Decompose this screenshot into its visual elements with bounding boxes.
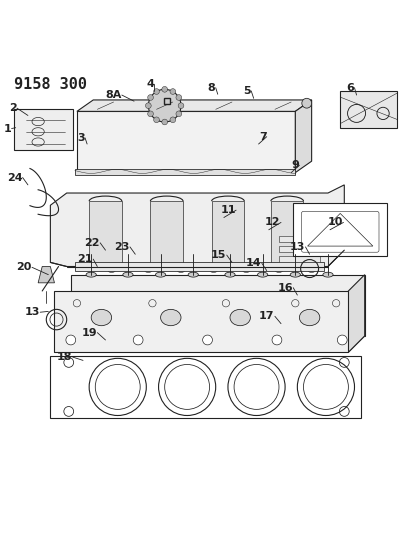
Polygon shape <box>14 109 73 150</box>
Polygon shape <box>222 246 242 259</box>
Text: 6: 6 <box>346 83 354 93</box>
Circle shape <box>133 335 143 345</box>
Text: 11: 11 <box>220 205 236 215</box>
Text: 19: 19 <box>81 328 97 337</box>
Polygon shape <box>55 336 365 352</box>
Polygon shape <box>38 266 55 283</box>
Ellipse shape <box>188 272 199 277</box>
Ellipse shape <box>177 269 185 272</box>
Text: 14: 14 <box>246 258 261 268</box>
Text: 9158 300: 9158 300 <box>14 77 87 92</box>
Polygon shape <box>51 185 344 266</box>
Polygon shape <box>89 201 122 266</box>
Ellipse shape <box>230 309 250 326</box>
Circle shape <box>176 95 182 100</box>
Ellipse shape <box>91 309 112 326</box>
Circle shape <box>148 111 153 117</box>
Text: 12: 12 <box>265 217 281 228</box>
Text: 22: 22 <box>84 238 100 248</box>
Polygon shape <box>296 100 312 173</box>
Polygon shape <box>150 201 183 266</box>
Ellipse shape <box>210 269 217 272</box>
Text: 17: 17 <box>259 311 275 321</box>
Ellipse shape <box>86 272 96 277</box>
Polygon shape <box>71 274 365 336</box>
Ellipse shape <box>225 272 235 277</box>
Text: 23: 23 <box>114 242 129 252</box>
Polygon shape <box>279 246 320 252</box>
Circle shape <box>154 117 159 123</box>
Text: 4: 4 <box>146 78 154 88</box>
Polygon shape <box>146 246 167 259</box>
Text: 13: 13 <box>290 242 305 252</box>
Text: 2: 2 <box>9 103 17 113</box>
Ellipse shape <box>145 269 152 272</box>
Ellipse shape <box>290 272 300 277</box>
Polygon shape <box>271 201 303 266</box>
Text: 20: 20 <box>16 262 32 272</box>
Polygon shape <box>183 246 203 259</box>
Ellipse shape <box>161 309 181 326</box>
Circle shape <box>302 98 312 108</box>
Ellipse shape <box>123 272 133 277</box>
Polygon shape <box>259 246 279 259</box>
Ellipse shape <box>258 272 268 277</box>
Polygon shape <box>212 201 244 266</box>
Text: 5: 5 <box>243 86 251 96</box>
Text: 13: 13 <box>24 307 40 317</box>
Circle shape <box>203 335 212 345</box>
Polygon shape <box>349 274 365 352</box>
Polygon shape <box>77 100 312 111</box>
Polygon shape <box>279 236 320 242</box>
Circle shape <box>176 111 182 117</box>
Polygon shape <box>110 246 130 259</box>
Text: 7: 7 <box>259 132 266 142</box>
Circle shape <box>148 90 181 122</box>
Circle shape <box>162 119 168 125</box>
Text: 8: 8 <box>208 83 215 93</box>
Text: 9: 9 <box>291 160 299 170</box>
Circle shape <box>145 103 151 109</box>
FancyBboxPatch shape <box>293 203 387 256</box>
Ellipse shape <box>323 272 333 277</box>
Ellipse shape <box>242 269 250 272</box>
Text: 16: 16 <box>277 282 293 293</box>
Polygon shape <box>279 256 320 262</box>
Polygon shape <box>77 111 296 173</box>
Ellipse shape <box>155 272 166 277</box>
Circle shape <box>178 103 184 109</box>
Circle shape <box>170 117 175 123</box>
Text: 10: 10 <box>328 217 343 228</box>
Circle shape <box>66 335 76 345</box>
Ellipse shape <box>299 309 320 326</box>
Ellipse shape <box>308 269 315 272</box>
Polygon shape <box>75 262 324 271</box>
Ellipse shape <box>108 269 115 272</box>
Text: 1: 1 <box>4 124 12 134</box>
Text: 21: 21 <box>77 254 93 264</box>
Circle shape <box>162 86 168 92</box>
Polygon shape <box>75 168 296 175</box>
Text: 15: 15 <box>211 250 226 260</box>
Circle shape <box>170 88 175 94</box>
Polygon shape <box>55 291 349 352</box>
Circle shape <box>154 88 159 94</box>
Ellipse shape <box>275 269 283 272</box>
Text: 8A: 8A <box>106 90 122 100</box>
Circle shape <box>337 335 347 345</box>
Text: 18: 18 <box>57 352 72 362</box>
Circle shape <box>148 95 153 100</box>
Text: 24: 24 <box>7 173 22 182</box>
Circle shape <box>272 335 282 345</box>
Text: 3: 3 <box>77 133 85 143</box>
Polygon shape <box>340 91 397 128</box>
